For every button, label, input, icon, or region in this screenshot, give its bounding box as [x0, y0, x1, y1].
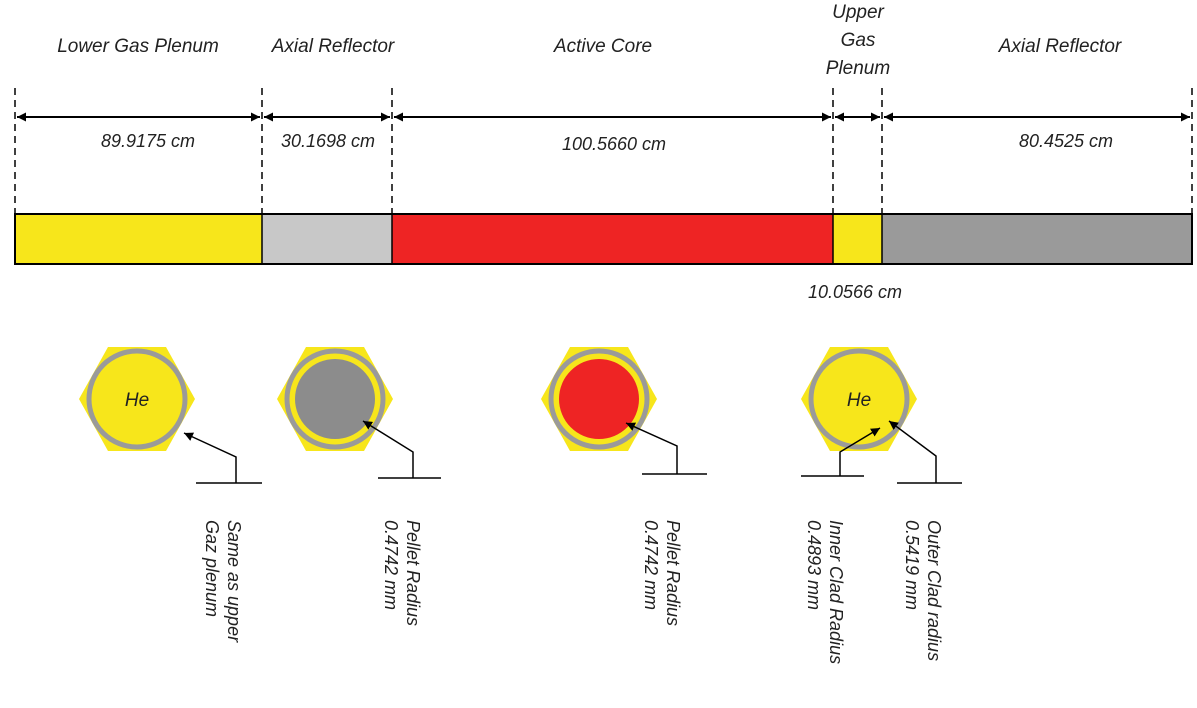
svg-text:Pellet Radius: Pellet Radius [403, 520, 423, 626]
svg-text:0.5419 mm: 0.5419 mm [902, 520, 922, 610]
svg-text:Same as upper: Same as upper [224, 520, 244, 643]
svg-text:0.4893 mm: 0.4893 mm [804, 520, 824, 610]
cross-section-upper-gas-plenum: He [801, 347, 917, 451]
dim-axial-reflector-upper: 80.4525 cm [1019, 131, 1113, 151]
clad-ring [86, 348, 188, 450]
cross-section-active-core [541, 347, 657, 451]
leader-line-note-3 [625, 422, 678, 474]
svg-text:Inner Clad Radius: Inner Clad Radius [826, 520, 846, 664]
leader-lines [183, 420, 962, 484]
dim-upper-gas-plenum: 10.0566 cm [808, 282, 902, 302]
label-axial-reflector-upper: Axial Reflector [998, 36, 1122, 57]
label-upper-gas-plenum-1: Upper [832, 2, 884, 23]
annotation-note-2: Pellet Radius 0.4742 mm [381, 520, 423, 626]
cross-section-lower-gas-plenum: He [79, 347, 195, 451]
dim-axial-reflector-lower: 30.1698 cm [281, 131, 375, 151]
segment-lower-gas-plenum [15, 214, 262, 264]
label-upper-gas-plenum-2: Gas [841, 30, 876, 51]
annotation-note-4: Inner Clad Radius 0.4893 mm [804, 520, 846, 664]
segment-active-core [392, 214, 833, 264]
leader-line-note-1 [183, 432, 237, 483]
label-upper-gas-plenum-3: Plenum [826, 58, 890, 79]
fuel-pellet [559, 359, 639, 439]
svg-text:Gaz plenum: Gaz plenum [202, 520, 222, 617]
leader-line-note-4 [839, 427, 881, 476]
clad-ring [808, 348, 910, 450]
label-lower-gas-plenum: Lower Gas Plenum [57, 36, 219, 57]
cross-section-axial-reflector [277, 347, 393, 451]
reflector-pellet [295, 359, 375, 439]
fuel-rod-bar [14, 213, 1193, 265]
segment-axial-reflector-lower [262, 214, 392, 264]
annotation-note-5: Outer Clad radius 0.5419 mm [902, 520, 944, 661]
label-axial-reflector-lower: Axial Reflector [271, 36, 395, 57]
segment-axial-reflector-upper [882, 214, 1192, 264]
label-active-core: Active Core [553, 36, 652, 57]
svg-text:0.4742 mm: 0.4742 mm [381, 520, 401, 610]
leader-line-note-2 [362, 420, 414, 478]
svg-text:Outer Clad radius: Outer Clad radius [924, 520, 944, 661]
dim-active-core: 100.5660 cm [562, 134, 666, 154]
segment-upper-gas-plenum [833, 214, 882, 264]
leader-line-note-5 [888, 420, 937, 483]
helium-label: He [847, 390, 871, 411]
dim-lower-gas-plenum: 89.9175 cm [101, 131, 195, 151]
annotation-note-3: Pellet Radius 0.4742 mm [641, 520, 683, 626]
annotation-note-1: Same as upper Gaz plenum [202, 520, 244, 643]
helium-label: He [125, 390, 149, 411]
fuel-rod-outline [14, 213, 1193, 265]
svg-text:0.4742 mm: 0.4742 mm [641, 520, 661, 610]
svg-text:Pellet Radius: Pellet Radius [663, 520, 683, 626]
boundary-lines [14, 88, 1193, 214]
